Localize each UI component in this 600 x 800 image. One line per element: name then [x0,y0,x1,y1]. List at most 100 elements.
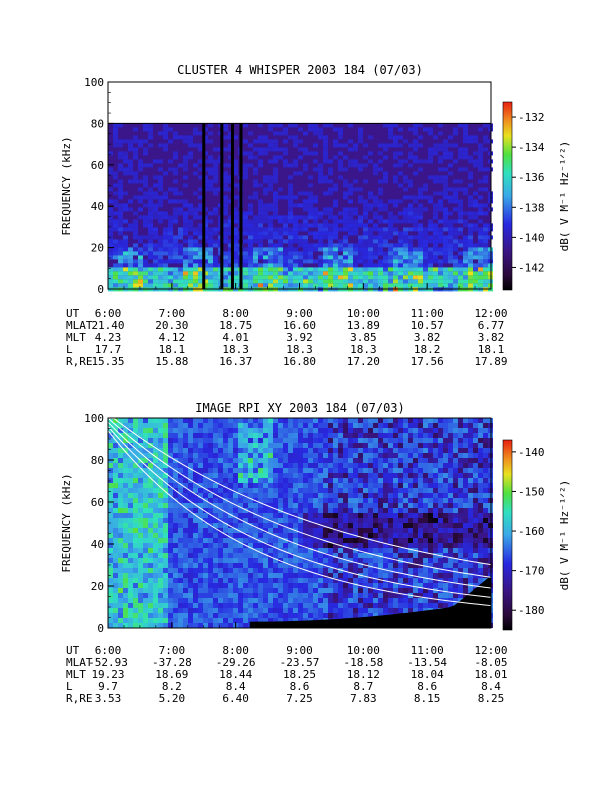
heat-cell [453,199,458,204]
heat-cell [323,608,328,613]
heat-cell [263,151,268,156]
heat-cell [293,583,298,588]
heat-cell [253,215,258,220]
heat-cell [288,583,293,588]
heat-cell [233,598,238,603]
heat-cell [128,139,133,144]
heat-cell [408,195,413,200]
heat-cell [373,433,378,438]
heat-cell [353,255,358,260]
heat-cell [248,573,253,578]
heat-cell [368,508,373,513]
heat-cell [423,251,428,256]
heat-cell [148,163,153,168]
heat-cell [323,598,328,603]
heat-cell [398,251,403,256]
heat-cell [288,538,293,543]
heat-cell [448,247,453,252]
heat-cell [373,578,378,583]
heat-cell [343,578,348,583]
heat-cell [343,598,348,603]
heat-cell [413,428,418,433]
heat-cell [133,443,138,448]
heat-cell [348,247,353,252]
heat-cell [233,568,238,573]
heat-cell [303,558,308,563]
heat-cell [383,538,388,543]
heat-cell [403,578,408,583]
heat-cell [353,179,358,184]
heat-cell [303,239,308,244]
heat-cell [413,508,418,513]
heat-cell [178,493,183,498]
heat-cell [423,423,428,428]
heat-cell [183,613,188,618]
heat-cell [368,513,373,518]
heat-cell [143,498,148,503]
heat-cell [168,518,173,523]
heat-cell [323,135,328,140]
heat-cell [368,263,373,268]
heat-cell [133,251,138,256]
heat-cell [303,235,308,240]
heat-cell [213,538,218,543]
heat-cell [278,493,283,498]
heat-cell [393,568,398,573]
heat-cell [383,478,388,483]
heat-cell [148,211,153,216]
heat-cell [123,478,128,483]
heat-cell [318,468,323,473]
heat-cell [483,239,488,244]
heat-cell [228,215,233,220]
heat-cell [343,239,348,244]
heat-cell [203,151,208,156]
heat-cell [403,215,408,220]
heat-cell [408,127,413,132]
heat-cell [143,275,148,280]
heat-cell [343,275,348,280]
heat-cell [318,548,323,553]
heat-cell [313,215,318,220]
heat-cell [343,523,348,528]
heat-cell [348,498,353,503]
heat-cell [363,243,368,248]
heat-cell [463,191,468,196]
heat-cell [188,453,193,458]
heat-cell [193,493,198,498]
heat-cell [303,438,308,443]
heat-cell [168,563,173,568]
heat-cell [253,588,258,593]
heat-cell [118,123,123,128]
heat-cell [283,523,288,528]
heat-cell [393,588,398,593]
heat-cell [243,603,248,608]
heat-cell [478,147,483,152]
heat-cell [228,528,233,533]
heat-cell [318,498,323,503]
heat-cell [208,558,213,563]
heat-cell [198,279,203,284]
heat-cell [363,593,368,598]
heat-cell [243,123,248,128]
heat-cell [138,543,143,548]
heat-cell [348,568,353,573]
heat-cell [188,608,193,613]
heat-cell [433,207,438,212]
heat-cell [438,498,443,503]
heat-cell [428,195,433,200]
heat-cell [203,468,208,473]
heat-cell [298,203,303,208]
heat-cell [293,618,298,623]
heat-cell [288,227,293,232]
heat-cell [218,418,223,423]
heat-cell [303,271,308,276]
heat-cell [328,578,333,583]
heat-cell [208,568,213,573]
heat-cell [143,578,148,583]
heat-cell [158,423,163,428]
heat-cell [223,211,228,216]
heat-cell [378,275,383,280]
ephemeris-value: 4.12 [159,331,186,344]
heat-cell [403,558,408,563]
heat-cell [173,199,178,204]
